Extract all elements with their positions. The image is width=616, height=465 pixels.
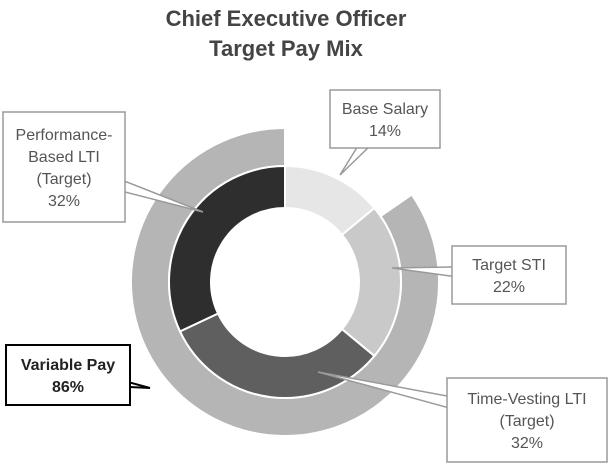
inner-ring-slice-time-vesting-lti [178,312,376,399]
callout-box-fill [331,91,439,147]
callout-label: Base Salary [342,101,428,118]
chart-title-line-1: Chief Executive Officer [165,6,407,31]
callout-label: Performance- [16,127,113,144]
callout-target-sti: Target STI 22% [391,245,567,305]
callout-box-fill [448,379,606,461]
callout-box-fill [453,247,565,303]
callout-box-fill [7,346,129,404]
chart-title: Chief Executive Officer Target Pay Mix [0,4,572,64]
callout-label: 22% [493,279,525,296]
callout-performance: Performance- Based LTI (Target) 32% [2,111,204,223]
callout-variable-pay: Variable Pay 86% [5,344,151,406]
callout-label: 32% [48,193,80,210]
callout-box-fill [4,113,124,221]
callout-base-salary: Base Salary 14% [329,89,441,176]
chart-title-line-2: Target Pay Mix [209,36,363,61]
callout-label: Target STI [472,257,546,274]
callout-label: (Target) [499,413,554,430]
callout-label: 14% [369,123,401,140]
callout-label: Based LTI [28,149,100,166]
callout-label: 86% [52,379,84,396]
callout-label: Variable Pay [21,357,115,374]
callout-label: 32% [511,435,543,452]
callout-label: (Target) [36,171,91,188]
callout-time-vesting-lti: Time-Vesting LTI (Target) 32% [317,371,608,463]
inner-ring-slice-performance [168,164,286,333]
callout-label: Time-Vesting LTI [467,391,586,408]
